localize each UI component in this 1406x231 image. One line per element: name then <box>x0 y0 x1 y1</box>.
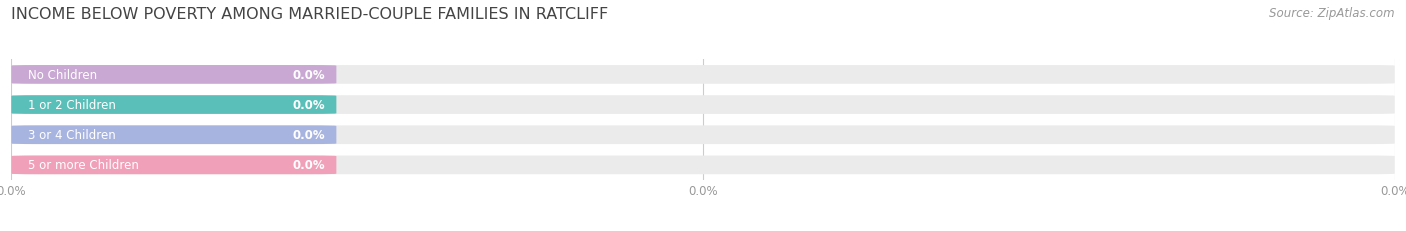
Text: 5 or more Children: 5 or more Children <box>28 159 139 172</box>
Text: 0.0%: 0.0% <box>292 159 325 172</box>
FancyBboxPatch shape <box>11 96 1395 114</box>
FancyBboxPatch shape <box>11 66 1395 84</box>
FancyBboxPatch shape <box>11 96 336 114</box>
Text: INCOME BELOW POVERTY AMONG MARRIED-COUPLE FAMILIES IN RATCLIFF: INCOME BELOW POVERTY AMONG MARRIED-COUPL… <box>11 7 609 22</box>
FancyBboxPatch shape <box>11 126 1395 144</box>
Text: 0.0%: 0.0% <box>292 69 325 82</box>
Text: No Children: No Children <box>28 69 97 82</box>
FancyBboxPatch shape <box>11 156 336 174</box>
Text: 3 or 4 Children: 3 or 4 Children <box>28 129 115 142</box>
FancyBboxPatch shape <box>11 66 336 84</box>
Text: 1 or 2 Children: 1 or 2 Children <box>28 99 115 112</box>
Text: 0.0%: 0.0% <box>292 99 325 112</box>
Text: Source: ZipAtlas.com: Source: ZipAtlas.com <box>1270 7 1395 20</box>
FancyBboxPatch shape <box>11 156 1395 174</box>
Text: 0.0%: 0.0% <box>292 129 325 142</box>
FancyBboxPatch shape <box>11 126 336 144</box>
